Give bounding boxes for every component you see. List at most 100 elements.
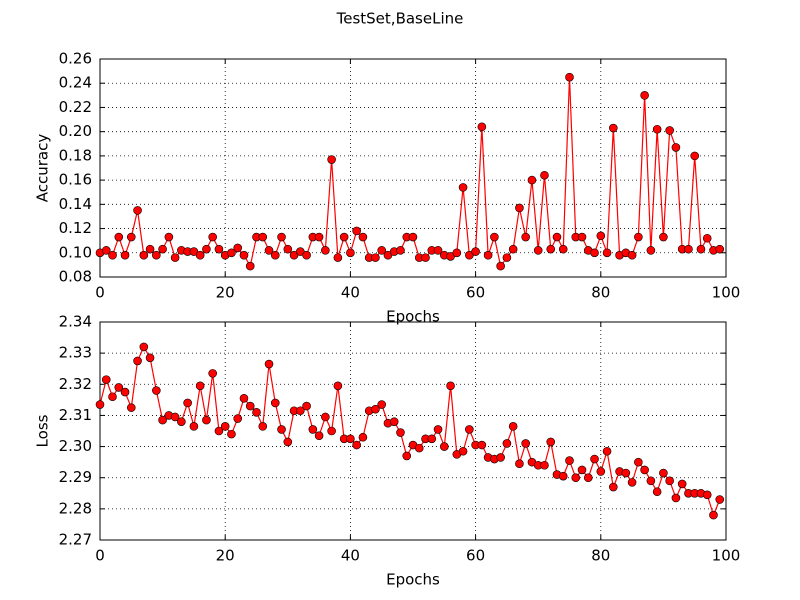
data-point (170, 253, 180, 262)
data-point (283, 437, 293, 447)
data-point (208, 232, 217, 242)
data-point (590, 454, 599, 464)
data-point (270, 250, 280, 260)
data-point (258, 422, 268, 431)
data-point (515, 459, 524, 469)
data-point (108, 392, 117, 402)
data-point (95, 400, 105, 409)
data-point (233, 243, 243, 253)
data-point (715, 244, 725, 254)
x-tick-label: 80 (591, 547, 610, 565)
data-point (571, 473, 581, 483)
data-point (233, 414, 243, 423)
axes-frame (99, 321, 727, 541)
data-point (659, 232, 668, 242)
data-point (609, 482, 618, 492)
y-tick-label: 2.27 (59, 531, 92, 549)
x-tick-label: 80 (591, 284, 610, 302)
data-point (214, 426, 224, 436)
axes-frame (99, 58, 727, 278)
data-point (264, 246, 274, 255)
data-point (477, 440, 487, 450)
data-point (214, 244, 224, 254)
x-tick-label: 0 (95, 284, 105, 302)
data-point (702, 233, 712, 243)
data-point (177, 417, 186, 426)
data-point (114, 383, 124, 392)
data-point (327, 155, 336, 164)
data-point (346, 248, 355, 258)
data-point (333, 253, 343, 262)
data-point (277, 425, 286, 434)
data-point (145, 244, 155, 254)
data-point (634, 232, 643, 242)
y-tick-label: 2.28 (59, 499, 92, 517)
x-tick-label: 40 (341, 547, 360, 565)
data-point (120, 387, 130, 397)
y-axis-label: Loss (34, 414, 52, 447)
data-point (377, 400, 387, 409)
data-point (245, 261, 255, 271)
data-point (245, 401, 255, 411)
data-point (621, 468, 631, 478)
data-point (352, 226, 361, 236)
data-point (264, 359, 274, 369)
data-point (133, 356, 142, 366)
data-point (296, 406, 305, 416)
data-point (258, 232, 268, 242)
y-tick-label: 0.24 (59, 74, 92, 92)
data-point (577, 465, 587, 475)
y-tick-label: 0.20 (59, 122, 92, 140)
data-point (308, 425, 318, 434)
data-point (321, 246, 330, 255)
data-point (139, 342, 149, 352)
data-point (101, 246, 111, 255)
data-point (634, 457, 643, 467)
data-point (321, 412, 330, 422)
data-point (358, 432, 368, 442)
data-point (502, 253, 512, 262)
data-point (377, 246, 387, 255)
data-point (590, 248, 599, 258)
data-point (477, 122, 487, 132)
x-axis-label: Epochs (386, 571, 440, 589)
data-point (508, 244, 518, 254)
y-tick-label: 0.16 (59, 171, 92, 189)
data-point (659, 468, 668, 478)
data-point (158, 415, 167, 425)
data-point (346, 434, 355, 444)
data-point (127, 232, 136, 242)
data-point (577, 232, 587, 242)
data-point (546, 437, 556, 447)
data-point (596, 467, 606, 476)
data-point (270, 398, 280, 408)
x-tick-label: 20 (216, 284, 235, 302)
data-point (627, 250, 637, 260)
data-point (640, 465, 649, 475)
data-point (170, 412, 180, 422)
y-tick-label: 2.32 (59, 375, 92, 393)
data-point (152, 386, 161, 395)
data-point (114, 232, 124, 242)
data-point (145, 353, 155, 363)
data-point (183, 398, 192, 408)
y-tick-label: 2.33 (59, 344, 92, 362)
data-point (239, 250, 249, 260)
data-point (302, 401, 311, 411)
data-point (189, 422, 199, 431)
data-point (371, 253, 380, 262)
data-line (99, 345, 721, 517)
data-point (646, 246, 656, 255)
data-point (552, 232, 562, 242)
data-point (202, 244, 211, 254)
data-point (471, 247, 480, 256)
data-point (389, 417, 399, 426)
data-point (690, 151, 700, 161)
data-point (333, 381, 343, 391)
data-point (202, 415, 211, 425)
y-tick-label: 2.29 (59, 468, 92, 486)
data-point (521, 232, 530, 242)
data-point (396, 246, 405, 255)
data-point (465, 425, 474, 434)
